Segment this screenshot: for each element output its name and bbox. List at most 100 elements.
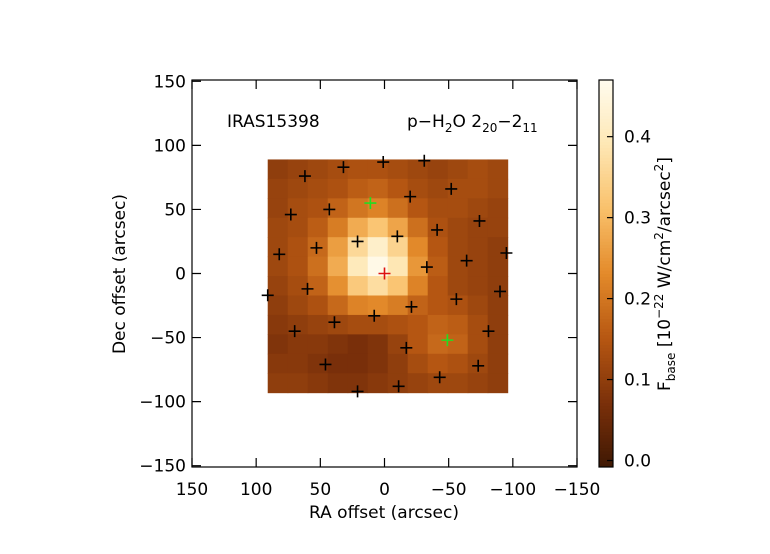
colorbar-step bbox=[599, 257, 613, 262]
image-cell bbox=[327, 159, 349, 180]
colorbar-step bbox=[599, 357, 613, 362]
image-cell bbox=[467, 237, 489, 258]
image-cell bbox=[387, 217, 409, 238]
colorbar-step bbox=[599, 263, 613, 268]
image-cell bbox=[487, 353, 509, 374]
colorbar-step bbox=[599, 202, 613, 207]
y-tick-label: −100 bbox=[139, 393, 186, 413]
colorbar-step bbox=[599, 192, 613, 197]
image-cell bbox=[387, 256, 409, 277]
image-cell bbox=[327, 334, 349, 355]
cross-marker bbox=[420, 261, 433, 274]
image-cell bbox=[487, 314, 509, 335]
image-cell bbox=[327, 295, 349, 316]
colorbar-step bbox=[599, 96, 613, 100]
colorbar-step bbox=[599, 292, 613, 297]
image-cell bbox=[287, 295, 309, 316]
image-cell bbox=[267, 198, 289, 219]
cross-marker bbox=[301, 282, 314, 295]
colorbar-step bbox=[599, 376, 613, 381]
colorbar-step bbox=[599, 344, 613, 349]
image-cell bbox=[447, 295, 469, 316]
image-cell bbox=[367, 256, 389, 277]
y-tick-label: 0 bbox=[175, 265, 186, 285]
colorbar-step bbox=[599, 228, 613, 233]
image-cell bbox=[427, 237, 449, 258]
colorbar-step bbox=[599, 286, 613, 291]
x-tick-label: 100 bbox=[240, 480, 272, 500]
image-cell bbox=[347, 295, 369, 316]
image-cell bbox=[407, 373, 429, 394]
cross-marker bbox=[298, 170, 311, 183]
colorbar-step bbox=[599, 441, 613, 445]
colorbar-step bbox=[599, 115, 613, 120]
colorbar-step bbox=[599, 221, 613, 226]
image-cell bbox=[287, 217, 309, 238]
colorbar-step bbox=[599, 425, 613, 429]
image-cell bbox=[447, 373, 469, 394]
colorbar-step bbox=[599, 312, 613, 316]
colorbar-step bbox=[599, 434, 613, 439]
x-tick-label: −100 bbox=[489, 480, 536, 500]
colorbar-step bbox=[599, 260, 613, 265]
image-cell bbox=[407, 178, 429, 199]
cross-marker bbox=[400, 341, 413, 354]
image-cell bbox=[267, 334, 289, 355]
cross-marker bbox=[273, 248, 286, 261]
image-cell bbox=[427, 314, 449, 335]
x-tick-label: −50 bbox=[431, 480, 467, 500]
colorbar-step bbox=[599, 231, 613, 236]
image-cell bbox=[267, 276, 289, 296]
colorbar-step bbox=[599, 163, 613, 168]
image-cell bbox=[287, 276, 309, 296]
image-cell bbox=[447, 276, 469, 296]
colorbar-step bbox=[599, 392, 613, 397]
image-cell bbox=[327, 353, 349, 374]
image-cell bbox=[387, 178, 409, 199]
image-cell bbox=[407, 334, 429, 355]
colorbar-tick-label: 0.3 bbox=[624, 209, 651, 229]
colorbar-step bbox=[599, 134, 613, 139]
colorbar-step bbox=[599, 283, 613, 287]
image-cell bbox=[387, 198, 409, 219]
image-cell bbox=[347, 217, 369, 238]
colorbar-step bbox=[599, 218, 613, 223]
image-cell bbox=[367, 373, 389, 394]
image-cell bbox=[387, 159, 409, 180]
image-cell bbox=[407, 314, 429, 335]
image-cell bbox=[407, 353, 429, 374]
colorbar-step bbox=[599, 418, 613, 423]
image-cell bbox=[307, 373, 329, 394]
text-part: 2 bbox=[652, 232, 666, 240]
colorbar-step bbox=[599, 205, 613, 210]
cross-marker bbox=[377, 156, 390, 169]
colorbar-step bbox=[599, 463, 613, 468]
image-cell bbox=[487, 159, 509, 180]
colorbar-step bbox=[599, 160, 613, 165]
image-cell bbox=[387, 353, 409, 374]
cross-marker bbox=[351, 235, 364, 248]
image-cell bbox=[287, 178, 309, 199]
colorbar-step bbox=[599, 125, 613, 129]
image-cell bbox=[327, 276, 349, 296]
image-cell bbox=[487, 295, 509, 316]
colorbar-step bbox=[599, 102, 613, 107]
image-cell bbox=[487, 237, 509, 258]
image-cell bbox=[467, 217, 489, 238]
text-part: 2 bbox=[445, 121, 453, 135]
colorbar-step bbox=[599, 250, 613, 255]
cross-marker bbox=[431, 223, 444, 236]
colorbar-step bbox=[599, 234, 613, 239]
colorbar-step bbox=[599, 360, 613, 365]
colorbar-step bbox=[599, 399, 613, 403]
colorbar-step bbox=[599, 186, 613, 191]
colorbar-step bbox=[599, 431, 613, 436]
colorbar-step bbox=[599, 179, 613, 184]
colorbar-step bbox=[599, 183, 613, 187]
colorbar-step bbox=[599, 131, 613, 136]
cross-marker bbox=[319, 358, 332, 371]
image-cell bbox=[467, 276, 489, 296]
image-cell bbox=[367, 334, 389, 355]
colorbar-tick-label: 0.1 bbox=[624, 371, 651, 391]
y-tick-label: −150 bbox=[139, 457, 186, 477]
